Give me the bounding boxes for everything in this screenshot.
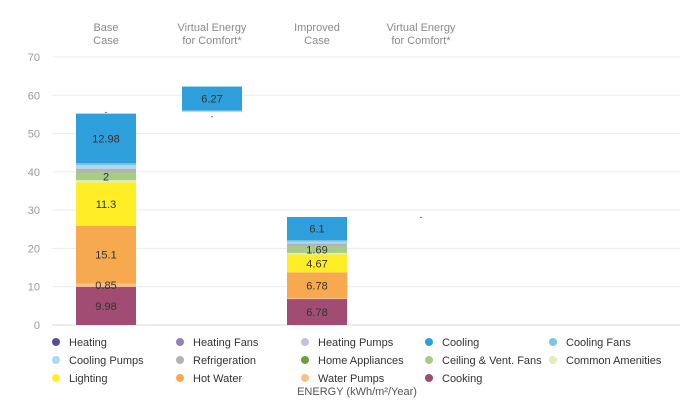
bar-segment-water-pumps (287, 298, 347, 300)
dash-marker: - (420, 212, 423, 222)
y-tick-label: 0 (34, 320, 40, 332)
legend-swatch (301, 374, 309, 382)
data-label: 9.98 (95, 301, 116, 313)
bar-segment-ceiling-vent-fans (76, 172, 136, 181)
legend: Heating Heating Fans Heating Pumps Cooling C… (52, 337, 662, 385)
y-tick-label: 10 (28, 282, 40, 294)
legend-swatch (52, 374, 60, 382)
bar-segment-cooling (76, 113, 136, 164)
bar-segment-cooling-fans (287, 240, 347, 242)
y-axis-tick-labels: 0 10 20 30 40 50 60 70 (28, 52, 40, 332)
y-tick-label: 20 (28, 243, 40, 255)
legend-label: Refrigeration (193, 355, 256, 367)
y-tick-label: 40 (28, 167, 40, 179)
bar-segment-hot-water (76, 225, 136, 284)
bars (76, 86, 347, 325)
legend-label: Cooling Pumps (69, 355, 144, 367)
data-label: 15.1 (95, 250, 116, 262)
category-label: Improved (294, 22, 340, 34)
legend-swatch (176, 356, 184, 364)
legend-label: Heating Fans (193, 337, 259, 349)
legend-label: Common Amenities (566, 355, 662, 367)
category-label: for Comfort* (182, 35, 242, 47)
bar-segment-cooling-pumps (287, 241, 347, 244)
legend-label: Ceiling & Vent. Fans (442, 355, 542, 367)
category-label: Virtual Energy (178, 22, 247, 34)
legend-swatch (176, 338, 184, 346)
data-label: 12.98 (92, 133, 120, 145)
data-label: 6.78 (306, 307, 327, 319)
bar-segment-water-pumps (76, 283, 136, 287)
data-label: 4.67 (306, 258, 327, 270)
bar-segment-cooking (287, 299, 347, 325)
bar-segment-cooking (76, 286, 136, 325)
legend-label: Lighting (69, 373, 108, 385)
legend-label: Cooling Fans (566, 337, 631, 349)
legend-swatch (301, 356, 309, 364)
legend-label: Cooking (442, 373, 482, 385)
data-label: 6.78 (306, 280, 327, 292)
legend-swatch (176, 374, 184, 382)
bar-segment-lighting (287, 254, 347, 273)
bar-segment-cooling (287, 216, 347, 241)
legend-swatch (52, 338, 60, 346)
bar-segment-cooling-fans (76, 163, 136, 166)
bar-segment-refrigeration (76, 168, 136, 173)
dash-marker: - (105, 107, 108, 117)
grid-lines (52, 56, 680, 326)
bar-segment-ceiling-vent-fans (287, 246, 347, 253)
legend-swatch (549, 338, 557, 346)
data-label: 0.85 (95, 280, 116, 292)
legend-swatch (425, 374, 433, 382)
category-label: Base (93, 22, 118, 34)
y-tick-label: 30 (28, 205, 40, 217)
bar-segment-cooling-pumps (76, 165, 136, 169)
legend-label: Heating Pumps (318, 337, 394, 349)
bar-segment-hot-water (287, 272, 347, 299)
legend-swatch (425, 338, 433, 346)
legend-swatch (425, 356, 433, 364)
legend-label: Home Appliances (318, 355, 404, 367)
legend-label: Water Pumps (318, 373, 385, 385)
y-tick-label: 50 (28, 129, 40, 141)
data-label: 6.27 (201, 94, 222, 106)
dash-marker: - (211, 112, 214, 122)
x-axis-label: ENERGY (kWh/m²/Year) (297, 386, 417, 398)
legend-swatch (549, 356, 557, 364)
bar-segment-cooling-pumps (182, 110, 242, 113)
data-label: 11.3 (96, 199, 117, 211)
data-labels: 9.98 0.85 15.1 11.3 2 12.98 6.27 6.78 6.78 4.671.… (92, 94, 422, 319)
legend-swatch (301, 338, 309, 346)
bar-segment-common-amenities (287, 252, 347, 255)
category-label: Virtual Energy (387, 22, 456, 34)
data-label: 6.1 (309, 224, 324, 236)
bar-segment-refrigeration (287, 243, 347, 247)
category-label: Case (93, 35, 119, 47)
category-label: Case (304, 35, 330, 47)
category-label: for Comfort* (391, 35, 451, 47)
legend-label: Cooling (442, 337, 479, 349)
bar-segment-cooling (182, 86, 242, 111)
data-label: 1.69 (306, 245, 327, 257)
bar-segment-lighting (76, 182, 136, 226)
legend-swatch (52, 356, 60, 364)
legend-label: Hot Water (193, 373, 242, 385)
legend-label: Heating (69, 337, 107, 349)
y-tick-label: 70 (28, 52, 40, 64)
bar-segment-common-amenities (76, 180, 136, 183)
y-tick-label: 60 (28, 90, 40, 102)
data-label: 2 (103, 171, 109, 183)
